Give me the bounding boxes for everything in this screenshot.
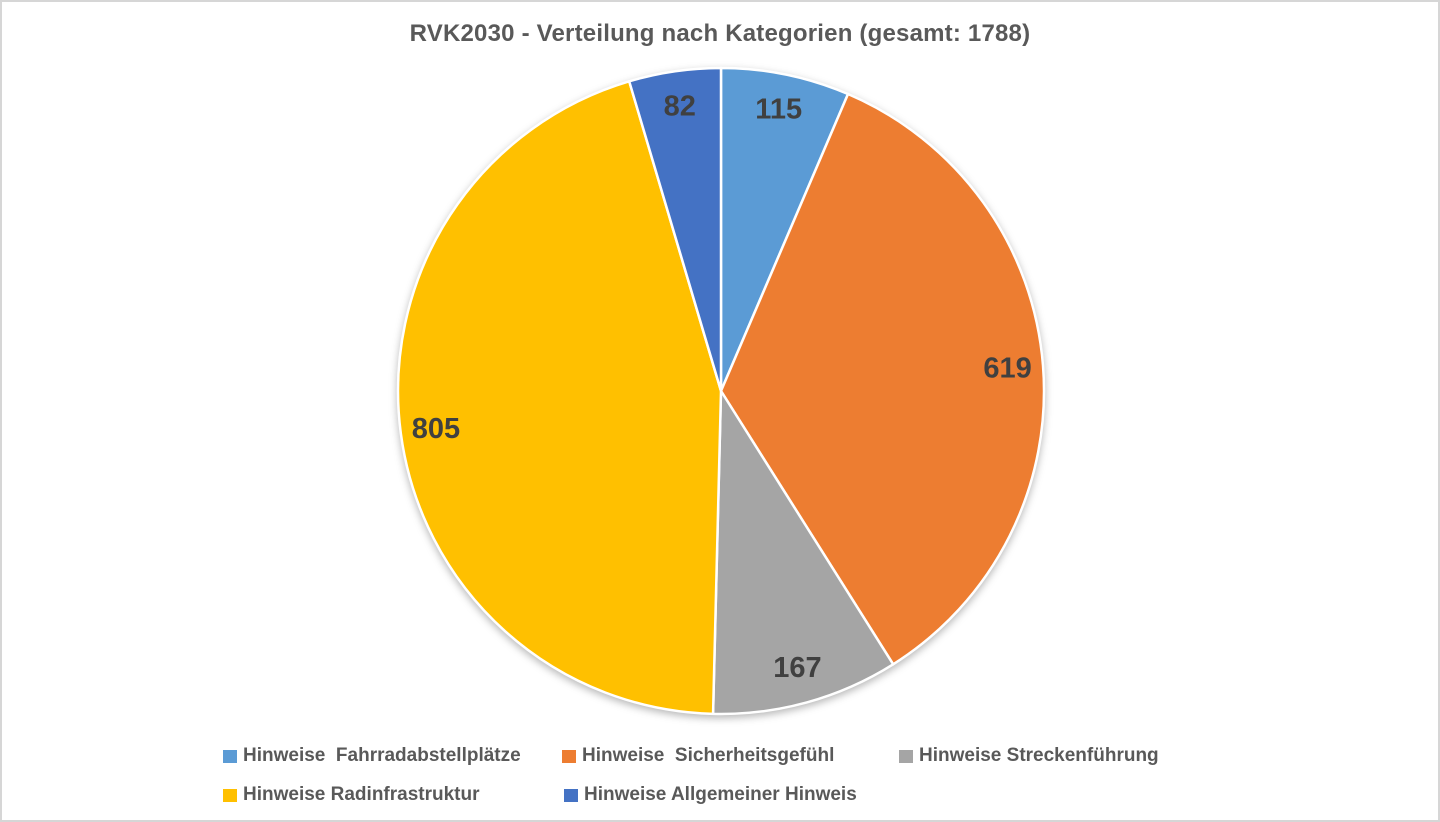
- chart-title: RVK2030 - Verteilung nach Kategorien (ge…: [409, 20, 1031, 47]
- pie-slice-value-2: 167: [773, 652, 821, 684]
- pie-data-labels: 115 619 167 805 82: [412, 91, 1032, 685]
- pie-slice-1: [719, 92, 1046, 666]
- pie-slice-value-1: 619: [983, 352, 1031, 384]
- pie-slice-value-4: 82: [664, 91, 696, 123]
- pie-slice-2: [711, 389, 895, 716]
- pie-slice-3: [396, 80, 723, 716]
- pie-slice-0: [719, 66, 850, 393]
- pie-slice-value-0: 115: [755, 93, 802, 125]
- pie-slice-4: [627, 66, 723, 393]
- pie-slice-value-3: 805: [412, 413, 460, 445]
- pie-slices: [396, 66, 1046, 716]
